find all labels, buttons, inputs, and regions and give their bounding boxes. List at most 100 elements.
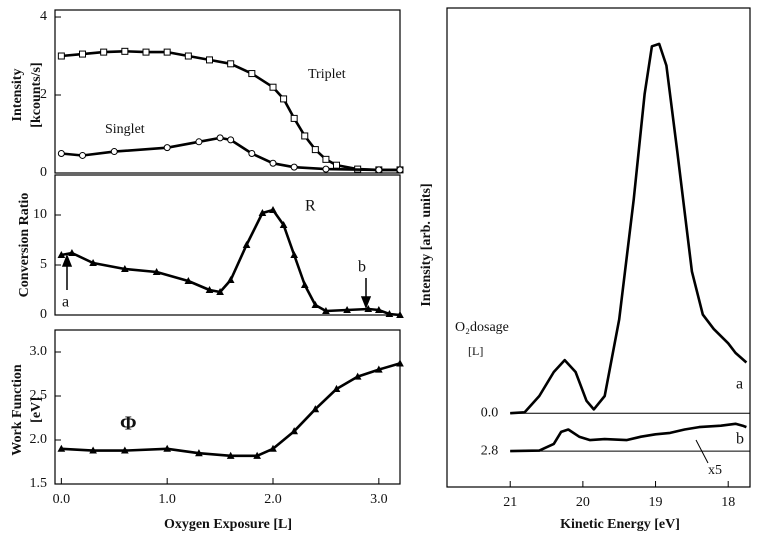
y-tick-label: 0 (40, 307, 47, 322)
x-tick-label: 21 (503, 495, 517, 510)
marker (333, 161, 341, 169)
marker (322, 165, 330, 173)
plot-frame (446, 7, 751, 488)
plot-frame (54, 329, 401, 485)
marker (269, 444, 277, 452)
marker (68, 248, 76, 256)
plot-frame (54, 174, 401, 316)
x-axis-label: Kinetic Energy [eV] (560, 517, 680, 532)
marker (57, 52, 65, 60)
marker (184, 276, 193, 284)
marker (364, 304, 373, 312)
y-tick-label: 3.0 (30, 344, 48, 359)
marker (290, 114, 298, 122)
marker (396, 310, 404, 318)
marker (89, 446, 97, 454)
annotation: R (305, 198, 316, 215)
marker (322, 155, 330, 163)
legend-title: O₂dosage (455, 320, 509, 335)
baseline-label: 0.0 (481, 405, 499, 420)
marker (269, 159, 277, 167)
marker (79, 151, 87, 159)
annotation: a (736, 376, 743, 393)
y-tick-label: 0 (40, 165, 47, 180)
y-axis-label: Intensity (10, 69, 25, 122)
marker (110, 148, 118, 156)
y-tick-label: 2 (40, 87, 47, 102)
annotation: Singlet (105, 122, 145, 137)
marker (89, 258, 97, 266)
baseline-label: 2.8 (481, 443, 499, 458)
marker (242, 240, 251, 248)
marker (152, 267, 161, 275)
marker (216, 134, 224, 142)
marker (57, 250, 66, 258)
marker (216, 287, 224, 295)
marker (279, 220, 288, 228)
series-line (61, 362, 401, 458)
marker (121, 264, 129, 272)
marker (57, 444, 66, 452)
marker (100, 48, 108, 56)
annotation: Triplet (308, 67, 346, 82)
marker (227, 136, 235, 144)
x-axis-label: Oxygen Exposure [L] (164, 517, 292, 532)
marker (184, 52, 192, 60)
marker (385, 309, 394, 317)
marker (269, 83, 277, 91)
annotation: b (358, 259, 366, 276)
arrows (61, 253, 372, 310)
y-tick-label: 4 (40, 9, 47, 24)
x-tick-label: 18 (721, 495, 735, 510)
marker (290, 427, 299, 435)
x-tick-label: 19 (649, 495, 663, 510)
marker (226, 451, 235, 459)
y-tick-label: 5 (40, 257, 47, 272)
marker (290, 163, 298, 171)
marker (396, 359, 404, 367)
y-tick-label: 1.5 (30, 476, 48, 491)
marker (374, 305, 383, 313)
x-tick-label: 0.0 (53, 492, 71, 507)
x-tick-label: 20 (576, 495, 590, 510)
marker (322, 306, 330, 314)
marker (375, 166, 383, 174)
marker (163, 144, 171, 152)
marker (226, 275, 235, 283)
marker (300, 280, 309, 288)
y-axis-label: [eV] (29, 397, 44, 423)
marker (121, 446, 129, 454)
marker (163, 48, 171, 56)
marker (301, 132, 309, 140)
x-tick-label: 3.0 (370, 492, 388, 507)
marker (253, 451, 261, 459)
plot-frame (54, 9, 401, 174)
series-line (61, 208, 401, 317)
y-axis-label: Conversion Ratio (17, 193, 32, 298)
marker (332, 384, 341, 392)
marker (79, 50, 87, 58)
annotation: Φ (120, 413, 137, 435)
series-line (510, 42, 748, 415)
marker (290, 250, 299, 258)
marker (195, 449, 203, 457)
y-tick-label: 2.0 (30, 432, 48, 447)
marker (195, 138, 203, 146)
x-tick-label: 2.0 (264, 492, 282, 507)
y-axis-label: Work Function (10, 364, 25, 456)
x-tick-label: 1.0 (158, 492, 176, 507)
marker (353, 372, 362, 380)
marker (227, 60, 235, 68)
marker (205, 285, 214, 293)
marker (163, 444, 172, 452)
marker (269, 205, 277, 213)
marker (311, 300, 320, 308)
marker (121, 47, 129, 55)
y-tick-label: 10 (33, 207, 47, 222)
annotation: a (62, 294, 69, 311)
annotation: x5 (708, 463, 722, 478)
marker (57, 150, 65, 158)
marker (343, 305, 351, 313)
marker (280, 95, 288, 103)
